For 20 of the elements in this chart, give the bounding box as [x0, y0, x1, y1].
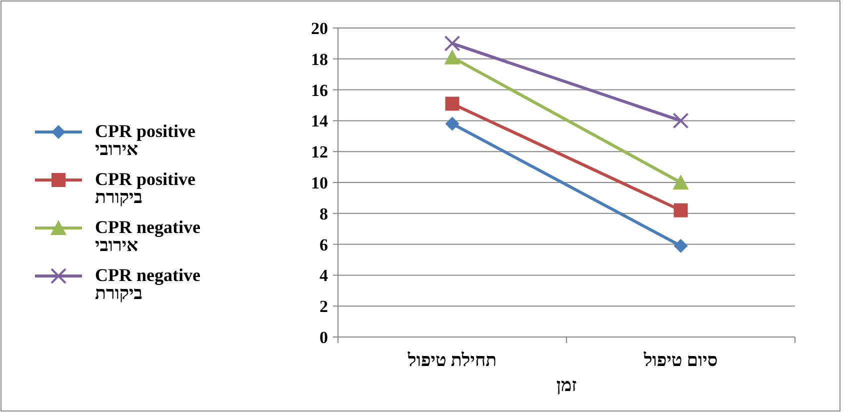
point: [674, 203, 688, 218]
point: [445, 96, 460, 111]
x-axis-title: זמן: [556, 375, 577, 395]
x-tick-label: סיום טיפול: [642, 350, 718, 370]
y-tick-label: 2: [320, 297, 328, 316]
y-tick-label: 16: [311, 80, 328, 100]
y-tick-label: 10: [311, 174, 328, 192]
point: [444, 35, 460, 52]
x-tick-label: תחילת טיפול: [406, 350, 497, 370]
y-tick-label: 18: [311, 50, 328, 69]
y-tick-label: 0: [320, 328, 328, 347]
y-tick-label: 8: [320, 204, 328, 224]
y-tick-label: 12: [311, 142, 328, 162]
point: [674, 238, 688, 253]
point: [445, 116, 460, 131]
y-tick-label: 4: [320, 266, 328, 286]
y-tick-label: 14: [311, 112, 328, 131]
y-tick-label: 20: [311, 19, 328, 38]
point: [672, 112, 689, 129]
y-tick-label: 6: [320, 235, 328, 254]
